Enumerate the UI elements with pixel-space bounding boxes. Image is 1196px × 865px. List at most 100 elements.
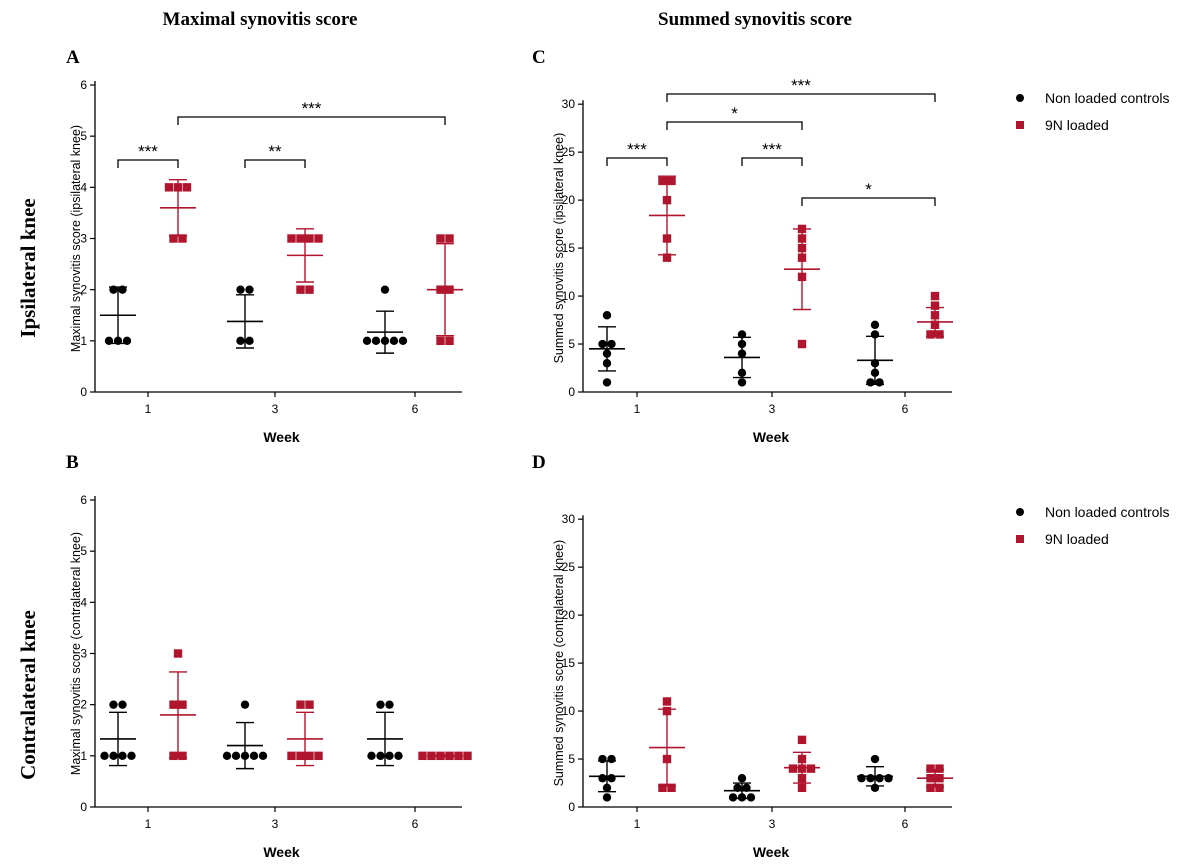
data-point	[926, 330, 935, 339]
y-tick-label: 20	[562, 608, 576, 622]
y-axis-label: Maximal synovitis score (contralateral k…	[69, 532, 83, 775]
y-tick-label: 15	[562, 656, 576, 670]
row-title-contralateral: Contralateral knee	[16, 610, 40, 780]
data-point	[258, 751, 268, 761]
data-point	[394, 751, 403, 761]
panel-letter: A	[66, 47, 80, 68]
series-controls	[100, 285, 408, 354]
x-tick-label: 1	[145, 817, 152, 831]
data-point	[296, 700, 305, 709]
significance-bracket: ***	[117, 142, 179, 168]
data-point	[385, 700, 394, 709]
data-point	[737, 774, 747, 783]
series-loaded	[649, 697, 953, 793]
data-point	[305, 700, 314, 709]
significance-bracket: *	[801, 180, 936, 206]
series-loaded	[160, 649, 472, 767]
data-point	[376, 751, 385, 761]
significance-label: *	[865, 180, 872, 199]
y-tick-label: 5	[568, 337, 575, 351]
legend-top: Non loaded controls 9N loaded	[1016, 90, 1170, 133]
legend-marker	[1016, 94, 1024, 102]
data-point	[602, 311, 612, 320]
data-point	[178, 234, 187, 243]
x-tick-label: 3	[769, 402, 776, 416]
data-point	[376, 700, 385, 709]
series-loaded	[160, 178, 463, 346]
data-point	[870, 754, 880, 764]
y-tick-label: 0	[80, 385, 87, 399]
legend-label: 9N loaded	[1045, 531, 1109, 547]
y-tick-label: 0	[568, 800, 575, 814]
significance-bracket: ***	[606, 140, 668, 166]
data-point	[797, 735, 807, 745]
data-point	[305, 234, 314, 243]
data-point	[173, 649, 183, 658]
y-tick-label: 10	[562, 289, 576, 303]
x-tick-label: 3	[769, 817, 776, 831]
y-tick-label: 0	[80, 800, 87, 814]
data-point	[296, 751, 305, 761]
data-point	[930, 301, 940, 310]
y-tick-label: 6	[80, 493, 87, 507]
data-point	[602, 793, 612, 802]
data-point	[436, 234, 445, 243]
y-tick-label: 1	[80, 334, 87, 348]
panel-letter: B	[66, 452, 79, 473]
y-tick-label: 10	[562, 704, 576, 718]
data-point	[178, 751, 187, 761]
x-axis-label: Week	[753, 844, 790, 860]
x-tick-label: 3	[272, 402, 279, 416]
data-point	[287, 234, 296, 243]
y-axis-label: Summed synovitis score (ipsilateral knee…	[552, 133, 566, 364]
significance-label: ***	[138, 142, 158, 161]
data-point	[662, 697, 672, 706]
data-point	[602, 378, 612, 387]
data-point	[398, 336, 408, 346]
data-point	[240, 700, 250, 709]
data-point	[445, 336, 454, 346]
y-tick-label: 0	[568, 385, 575, 399]
data-point	[857, 774, 866, 783]
data-point	[788, 764, 798, 773]
data-point	[164, 183, 174, 192]
y-tick-label: 30	[562, 512, 576, 526]
data-point	[296, 285, 305, 294]
data-point	[445, 234, 454, 243]
data-point	[926, 764, 935, 773]
significance-bracket: ***	[666, 76, 936, 102]
data-point	[367, 751, 376, 761]
data-point	[362, 336, 372, 346]
legend-marker	[1016, 121, 1024, 129]
data-point	[305, 285, 314, 294]
x-tick-label: 1	[634, 817, 641, 831]
data-point	[667, 783, 676, 793]
data-point	[607, 339, 616, 349]
data-point	[236, 336, 245, 346]
data-point	[305, 751, 314, 761]
data-point	[418, 751, 427, 761]
series-controls	[589, 311, 893, 387]
data-point	[371, 336, 381, 346]
data-point	[935, 764, 944, 773]
x-tick-label: 3	[272, 817, 279, 831]
data-point	[100, 751, 109, 761]
legend-label: 9N loaded	[1045, 117, 1109, 133]
panel-letter: C	[532, 47, 546, 68]
legend-label: Non loaded controls	[1045, 90, 1170, 106]
data-point	[463, 751, 472, 761]
data-point	[385, 751, 394, 761]
column-title-summed: Summed synovitis score	[658, 9, 852, 30]
data-point	[314, 234, 323, 243]
data-point	[109, 700, 118, 709]
panel-c: C 0 5 10 15 20 25 30 1 3 6 Week Summed synovitis sco…	[532, 47, 953, 445]
significance-label: ***	[627, 140, 647, 159]
data-point	[109, 751, 118, 761]
data-point	[662, 253, 672, 262]
data-point	[169, 234, 178, 243]
row-title-ipsilateral: Ipsilateral knee	[16, 198, 40, 337]
data-point	[884, 774, 893, 783]
data-point	[169, 751, 178, 761]
data-point	[296, 234, 305, 243]
x-axis-label: Week	[263, 429, 300, 445]
